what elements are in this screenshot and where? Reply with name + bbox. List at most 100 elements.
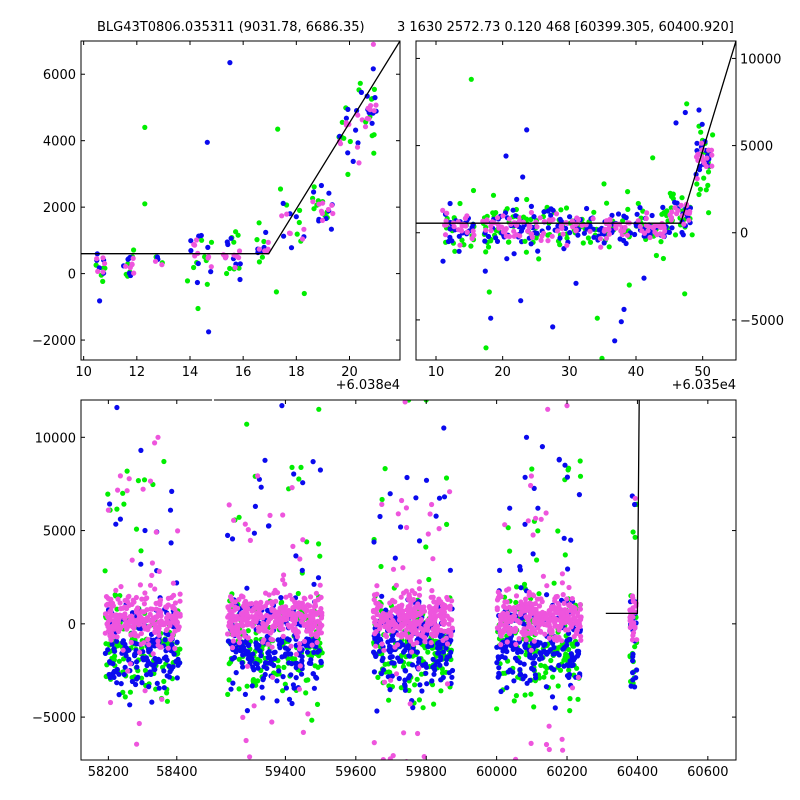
y-tick-label: 6000 [43,68,76,83]
data-point [253,617,259,623]
data-point [673,120,679,126]
data-point [277,605,283,612]
x-tick-label: 20 [341,365,358,380]
data-point [483,249,489,255]
data-point [521,214,527,220]
data-point [444,613,450,619]
data-point [224,270,230,277]
data-point [598,244,604,250]
data-point [510,616,516,622]
data-point [538,629,544,635]
data-point [151,637,157,643]
data-point [539,599,545,605]
data-point [115,487,121,493]
data-point [115,596,121,602]
data-point [578,614,584,620]
x-offset-label: +6.035e4 [672,378,736,393]
data-point [230,638,236,644]
axis-break [212,398,214,403]
data-point [242,691,248,698]
data-point [548,665,554,671]
data-point [616,221,622,227]
data-point [606,231,613,237]
data-point [684,101,690,107]
data-point [392,644,398,650]
data-point [569,685,576,691]
data-point [503,644,509,650]
data-point [262,248,268,254]
data-point [237,276,243,283]
data-point [258,653,264,659]
data-point [532,672,539,678]
data-point [534,596,541,602]
data-point [435,623,441,629]
data-point [277,186,284,192]
data-point [482,268,488,274]
data-point [142,590,148,596]
data-point [470,187,477,194]
data-point [511,228,517,234]
data-point [175,528,181,534]
data-point [165,619,171,626]
data-point [696,191,702,198]
data-point [565,627,571,633]
data-point [524,196,530,203]
data-point [136,622,142,628]
data-point [144,672,150,678]
data-point [703,163,709,169]
data-point [511,251,517,257]
data-point [574,653,581,659]
data-point [513,693,520,699]
data-point [228,235,234,241]
data-point [111,633,117,640]
data-point [521,581,528,588]
data-point [301,595,307,601]
data-point [289,661,295,667]
data-point [301,638,308,645]
data-point [226,661,232,667]
data-point [287,592,293,599]
data-point [226,502,232,508]
data-point [559,736,565,742]
data-point [301,226,307,232]
data-point [522,644,528,651]
data-point [536,603,543,609]
data-point [122,694,128,700]
data-point [236,640,242,646]
data-point [567,658,573,664]
data-point [245,606,251,612]
data-point [265,641,271,647]
data-point [615,211,622,217]
data-point [441,494,448,500]
data-point [488,223,494,229]
data-point [280,200,286,206]
data-point [382,466,388,472]
data-point [188,238,194,244]
data-point [100,255,106,261]
data-point [126,623,132,629]
data-point [150,651,156,657]
data-point [507,667,513,673]
data-point [126,602,132,609]
data-point [303,690,309,696]
data-point [602,226,608,232]
data-point [159,696,165,702]
data-point [138,548,144,554]
data-point [162,637,168,643]
data-point [290,682,296,688]
data-point [517,567,524,573]
data-point [291,604,297,610]
data-point [259,684,265,690]
data-point [414,676,420,682]
data-point [355,140,361,146]
data-point [550,674,556,680]
data-point [629,637,636,643]
data-point [110,661,116,667]
data-point [288,672,294,678]
data-point [393,582,399,588]
data-point [236,656,242,662]
data-point [177,646,183,652]
data-point [188,248,194,254]
data-point [639,228,645,234]
data-point [419,631,425,638]
